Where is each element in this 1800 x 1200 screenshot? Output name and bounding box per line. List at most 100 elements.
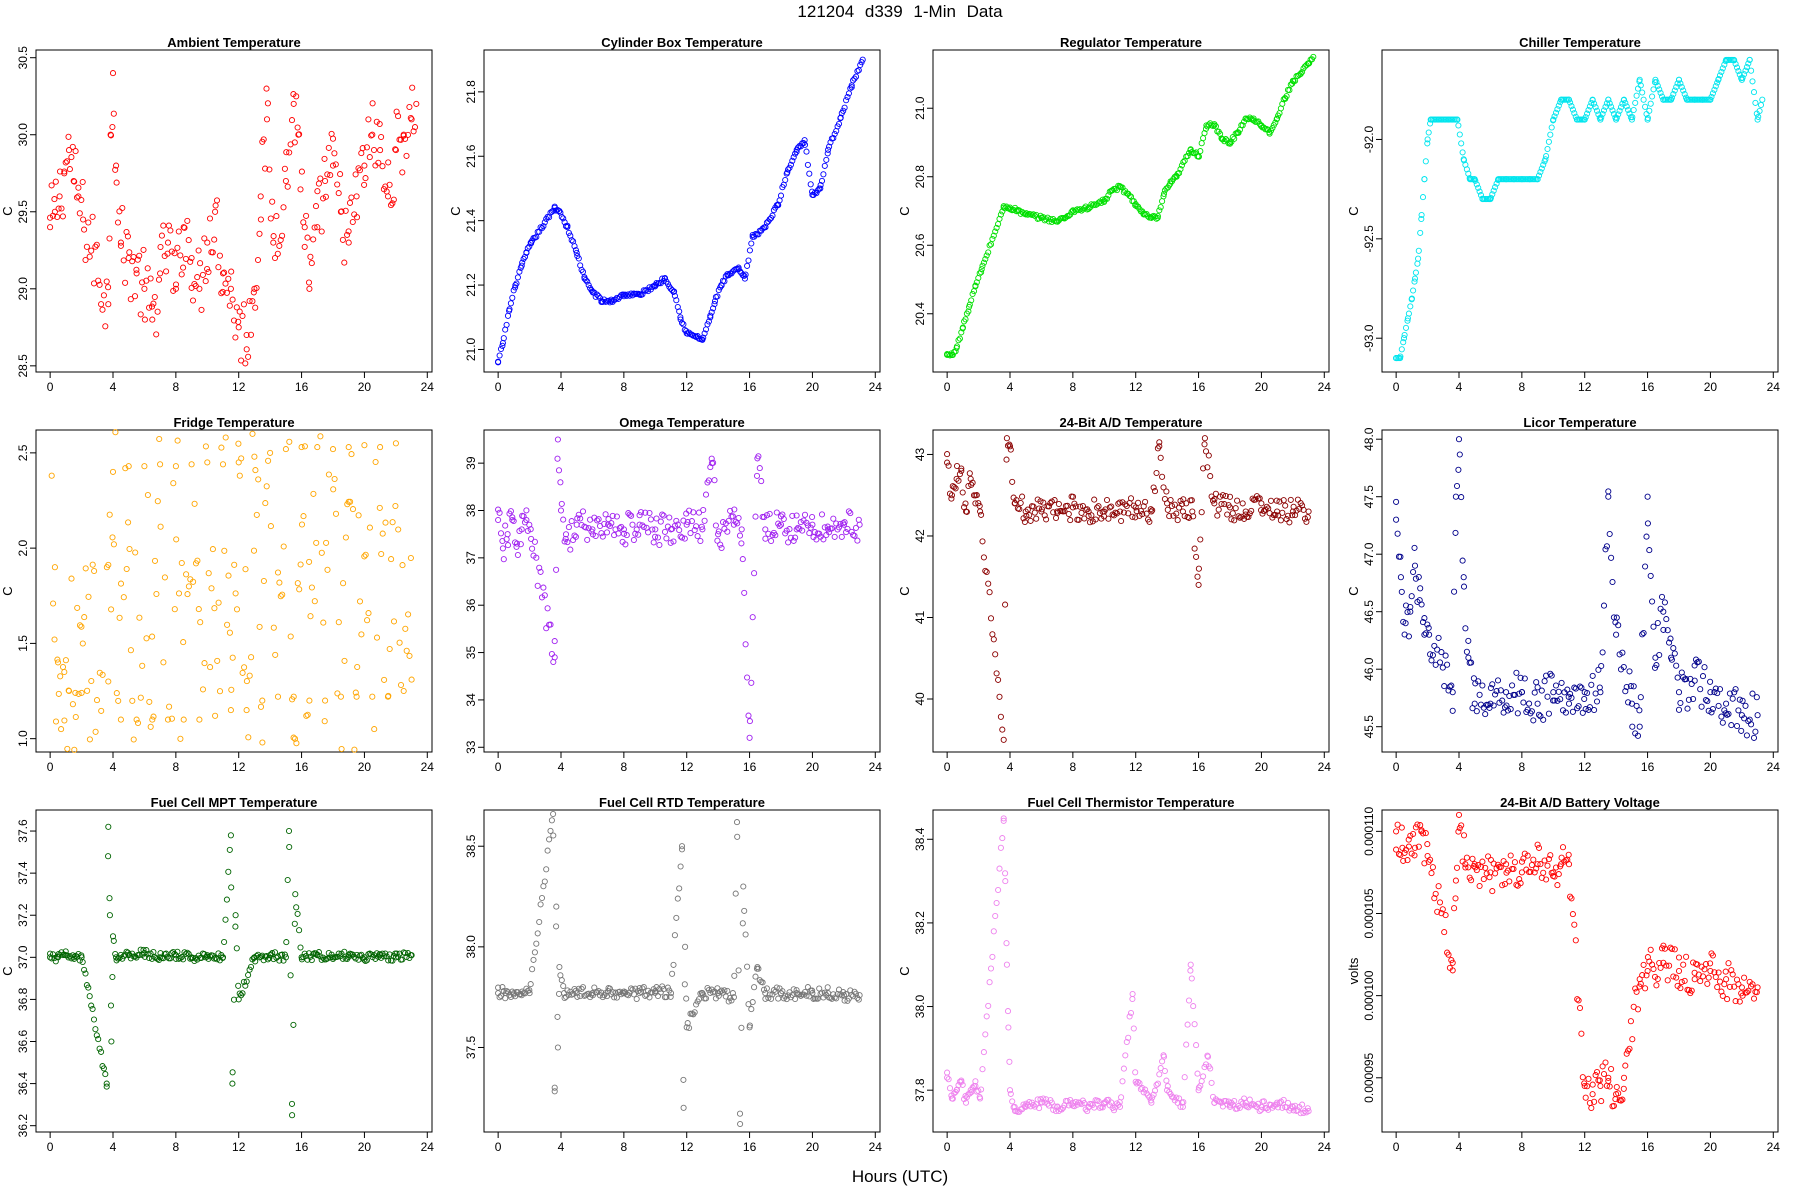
data-point [1222,492,1229,500]
data-point [536,564,543,571]
data-point [1592,104,1599,111]
data-point [821,162,828,169]
y-tick-label: 29.0 [16,277,30,301]
data-point [339,955,346,962]
data-point [959,324,966,331]
data-point [1711,86,1718,93]
data-point [353,193,360,200]
data-point [392,954,399,961]
y-tick-label: 20.6 [913,233,927,257]
data-point [136,252,143,259]
data-point [674,895,681,902]
data-point [370,146,378,154]
data-point [1286,519,1293,526]
data-point [605,988,612,995]
data-point [1452,493,1459,500]
data-point [69,143,76,150]
x-tick-label: 20 [806,1140,820,1154]
data-point [1675,954,1683,961]
data-point [1490,187,1497,194]
x-tick-label: 8 [1519,1140,1526,1154]
data-point [1414,821,1421,828]
data-point [1434,908,1441,915]
data-point [1715,76,1722,83]
x-tick-label: 16 [295,1140,309,1154]
data-point [264,100,271,107]
data-point [402,625,409,632]
data-point [992,228,999,235]
data-point [824,984,831,991]
data-point [297,561,304,568]
data-point [172,281,180,288]
data-point [282,177,289,185]
data-point [1401,331,1408,339]
data-point [801,988,809,996]
data-point [762,224,769,231]
data-point [317,433,324,440]
data-point [847,510,854,517]
data-point [1730,56,1738,63]
x-tick-label: 12 [1578,1140,1592,1154]
y-tick-label: 20.8 [913,165,927,189]
data-point [568,518,575,525]
data-point [1719,719,1726,726]
data-point [1581,695,1588,703]
data-point [1650,623,1657,630]
data-point [133,716,140,723]
data-point [301,224,308,231]
data-point [749,231,756,239]
data-point [977,1095,984,1102]
data-point [323,539,330,546]
data-point [386,951,393,958]
data-point [1195,1087,1202,1094]
data-point [1576,683,1584,690]
data-point [806,993,813,1000]
data-point [951,484,958,491]
data-point [1578,684,1585,691]
data-point [1159,198,1166,205]
data-point [681,981,688,988]
data-point [304,234,311,241]
data-point [1157,204,1164,211]
data-point [752,973,759,980]
data-point [686,507,693,514]
data-point [742,641,749,648]
data-point [1489,888,1496,895]
data-point [735,514,742,522]
data-point [387,202,395,209]
data-point [83,243,90,250]
data-point [945,462,952,469]
data-point [736,532,744,539]
data-point [215,264,222,271]
data-point [274,569,282,576]
y-tick-label: 45.5 [1362,715,1376,739]
data-point [966,1090,973,1097]
data-point [1545,138,1552,145]
data-point [1653,982,1660,989]
data-point [667,990,675,997]
data-point [509,516,516,524]
data-point [1455,436,1463,443]
y-tick-label: 48.0 [1362,427,1376,451]
data-point [1578,1030,1585,1037]
panel-title: Cylinder Box Temperature [601,35,763,50]
data-point [1746,56,1753,63]
data-point [1222,1097,1229,1105]
data-point [1661,945,1668,952]
data-point [620,291,627,298]
data-point [129,258,136,265]
x-tick-label: 4 [110,1140,117,1154]
data-point [1620,663,1627,671]
data-point [317,953,324,960]
data-point [245,971,252,979]
data-point [1465,864,1472,871]
data-point [126,545,133,553]
data-point [399,169,406,176]
data-point [1157,454,1164,461]
data-point [411,124,419,131]
data-point [1105,515,1112,522]
data-point [233,606,241,613]
data-point [1200,465,1207,472]
data-point [1664,627,1671,634]
data-point [1699,96,1706,103]
